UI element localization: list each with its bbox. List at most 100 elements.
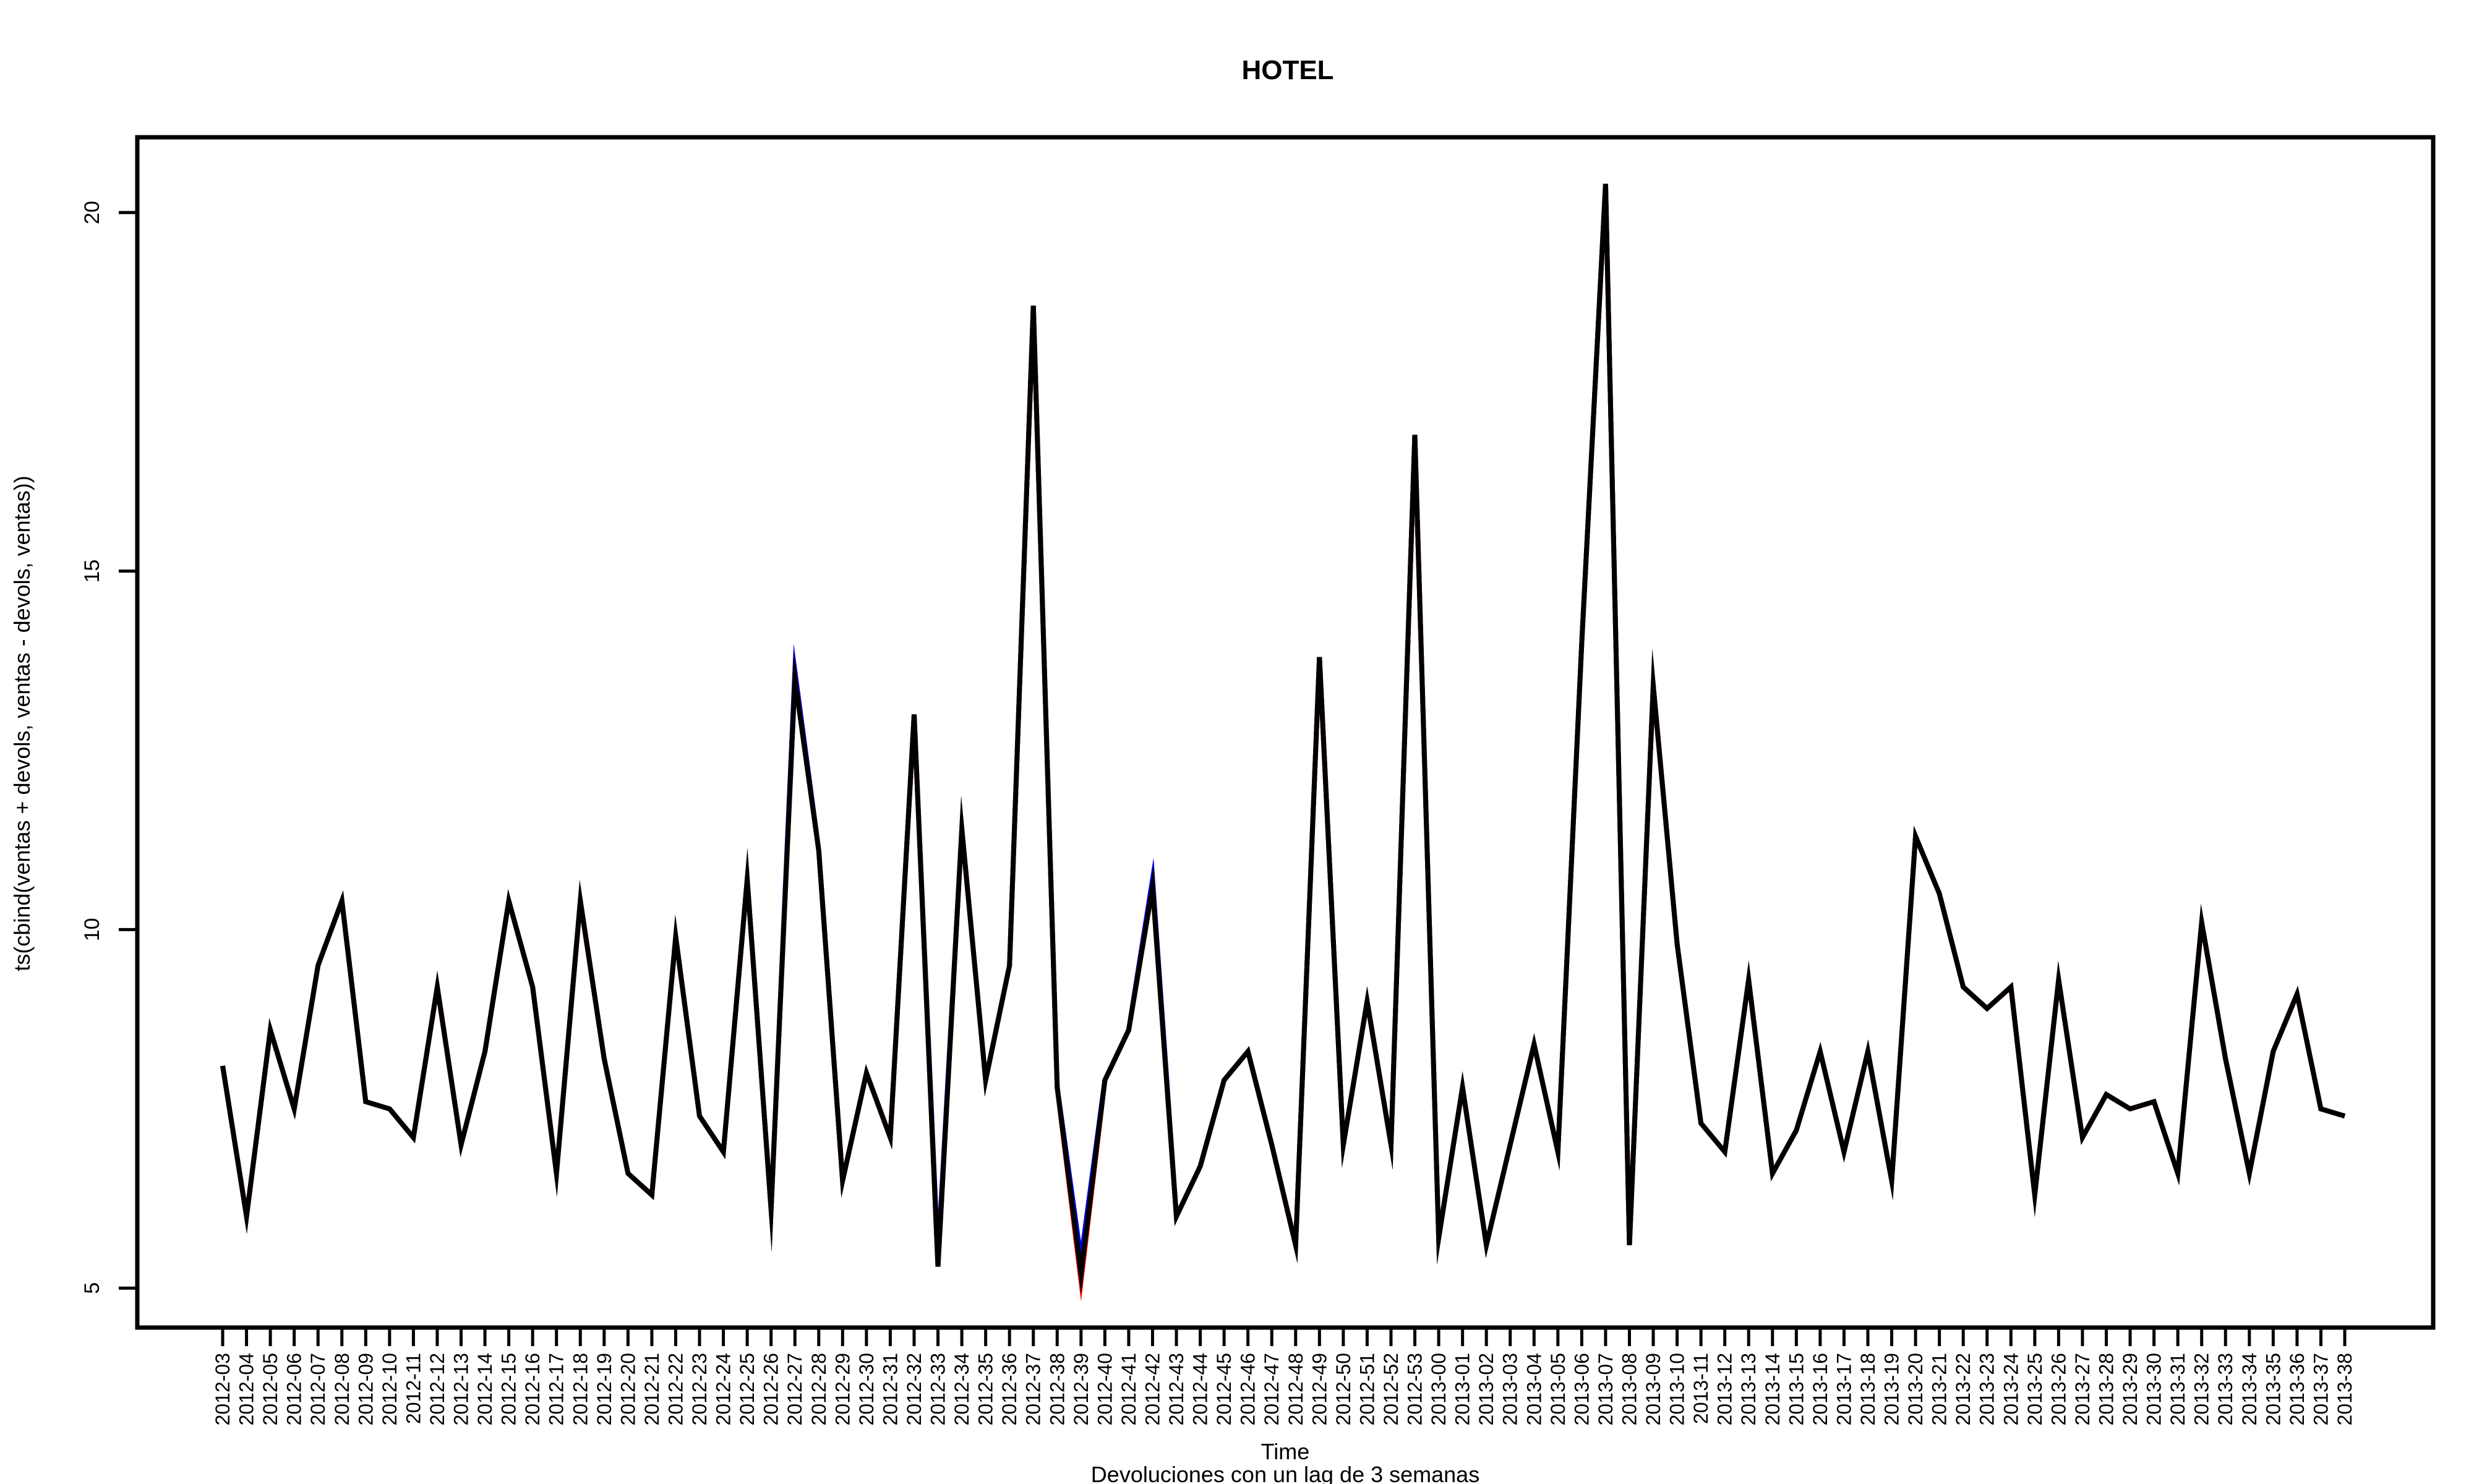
x-tick-label: 2012-10 [379,1353,401,1425]
x-tick-label: 2012-39 [1070,1353,1092,1425]
x-tick-label: 2013-20 [1904,1353,1927,1425]
x-tick-label: 2013-03 [1499,1353,1522,1425]
x-tick-label: 2012-28 [808,1353,830,1425]
x-tick-label: 2012-48 [1285,1353,1307,1425]
x-tick-label: 2012-07 [307,1353,329,1425]
series-line [220,184,2346,1278]
x-axis-label: Time [1261,1439,1310,1464]
x-tick-label: 2013-09 [1642,1353,1664,1425]
x-tick-label: 2013-27 [2071,1353,2094,1425]
series-layer [220,184,2346,1302]
x-tick-label: 2012-08 [331,1353,353,1425]
series-1 [220,184,2346,1278]
x-tick-label: 2013-31 [2167,1353,2189,1425]
x-tick-label: 2012-29 [831,1353,854,1425]
x-tick-label: 2012-12 [426,1353,448,1425]
x-tick-label: 2013-15 [1785,1353,1807,1425]
x-tick-label: 2012-17 [546,1353,568,1425]
x-tick-label: 2012-13 [450,1353,473,1425]
x-tick-label: 2012-49 [1308,1353,1330,1425]
x-tick-label: 2013-04 [1523,1353,1545,1425]
x-tick-label: 2013-07 [1594,1353,1617,1425]
x-tick-label: 2012-45 [1213,1353,1235,1425]
y-axis: 5 10 15 20 [80,201,137,1294]
y-tick-label: 10 [80,918,104,941]
x-tick-label: 2013-05 [1547,1353,1569,1425]
x-tick-label: 2013-14 [1761,1353,1784,1425]
x-tick-label: 2012-03 [212,1353,234,1425]
y-tick-label: 15 [80,560,104,583]
x-tick-label: 2012-06 [283,1353,306,1425]
x-tick-label: 2013-32 [2191,1353,2213,1425]
x-tick-label: 2013-13 [1737,1353,1760,1425]
x-tick-label: 2013-18 [1857,1353,1879,1425]
x-tick-label: 2012-50 [1332,1353,1355,1425]
x-tick-label: 2012-52 [1380,1353,1402,1425]
x-tick-label: 2012-46 [1237,1353,1259,1425]
x-tick-label: 2013-00 [1427,1353,1450,1425]
x-tick-label: 2013-12 [1714,1353,1736,1425]
x-tick-label: 2012-09 [354,1353,377,1425]
x-tick-label: 2012-04 [236,1353,258,1425]
x-tick-label: 2013-28 [2095,1353,2118,1425]
x-tick-label: 2012-21 [641,1353,663,1425]
x-tick-label: 2012-26 [760,1353,782,1425]
x-tick-label: 2012-53 [1404,1353,1426,1425]
x-tick-label: 2013-06 [1570,1353,1593,1425]
x-tick-label: 2012-11 [402,1353,424,1424]
chart-caption: Devoluciones con un lag de 3 semanas [1091,1462,1479,1484]
series-line [220,184,2346,1294]
x-tick-label: 2012-37 [1022,1353,1045,1425]
x-axis: 2012-03 2012-04 2012-05 2012-06 2012-07 2012-… [212,1328,2356,1425]
x-tick-label: 2013-22 [1952,1353,1974,1425]
x-tick-label: 2012-30 [855,1353,878,1425]
x-tick-label: 2013-16 [1809,1353,1831,1425]
x-tick-label: 2013-02 [1475,1353,1497,1425]
x-tick-label: 2013-19 [1881,1353,1903,1425]
plot-frame [135,135,2436,1330]
x-tick-label: 2013-30 [2143,1353,2165,1425]
x-tick-label: 2012-36 [998,1353,1021,1425]
x-tick-label: 2013-21 [1928,1353,1951,1425]
x-tick-label: 2013-26 [2047,1353,2070,1425]
x-tick-label: 2013-36 [2286,1353,2308,1425]
x-tick-label: 2012-23 [688,1353,711,1425]
x-tick-label: 2013-33 [2214,1353,2236,1425]
x-tick-label: 2012-22 [665,1353,687,1425]
x-tick-label: 2013-10 [1666,1353,1689,1425]
x-tick-label: 2012-41 [1118,1353,1140,1425]
x-tick-label: 2013-25 [2024,1353,2046,1425]
x-tick-label: 2013-34 [2238,1353,2261,1425]
x-tick-label: 2012-44 [1189,1353,1212,1425]
x-tick-label: 2012-25 [736,1353,758,1425]
x-tick-label: 2013-24 [2000,1353,2022,1425]
x-tick-label: 2012-42 [1142,1353,1164,1425]
x-tick-label: 2012-43 [1165,1353,1188,1425]
x-tick-label: 2012-14 [474,1353,496,1425]
x-tick-label: 2013-08 [1619,1353,1641,1425]
x-tick-label: 2012-40 [1094,1353,1116,1425]
x-tick-label: 2012-20 [617,1353,639,1425]
x-tick-label: 2012-51 [1356,1353,1378,1425]
y-tick-label: 20 [80,201,104,224]
x-tick-label: 2013-11 [1690,1353,1712,1424]
x-tick-label: 2012-19 [593,1353,615,1425]
y-tick-label: 5 [80,1282,104,1294]
x-tick-label: 2012-15 [498,1353,520,1425]
x-tick-label: 2012-05 [259,1353,281,1425]
series-3 [220,184,2346,1294]
x-tick-label: 2013-23 [1976,1353,1998,1425]
x-tick-label: 2012-18 [569,1353,591,1425]
x-tick-label: 2012-35 [975,1353,997,1425]
x-tick-label: 2012-31 [879,1353,901,1425]
x-tick-label: 2013-01 [1452,1353,1474,1425]
chart-title: HOTEL [1241,55,1333,85]
x-tick-label: 2013-17 [1833,1353,1855,1425]
x-tick-label: 2013-35 [2262,1353,2284,1425]
x-tick-label: 2012-33 [927,1353,949,1425]
x-tick-label: 2012-16 [521,1353,544,1425]
x-tick-label: 2012-32 [903,1353,925,1425]
x-tick-label: 2012-24 [713,1353,735,1425]
x-tick-label: 2012-27 [784,1353,806,1425]
